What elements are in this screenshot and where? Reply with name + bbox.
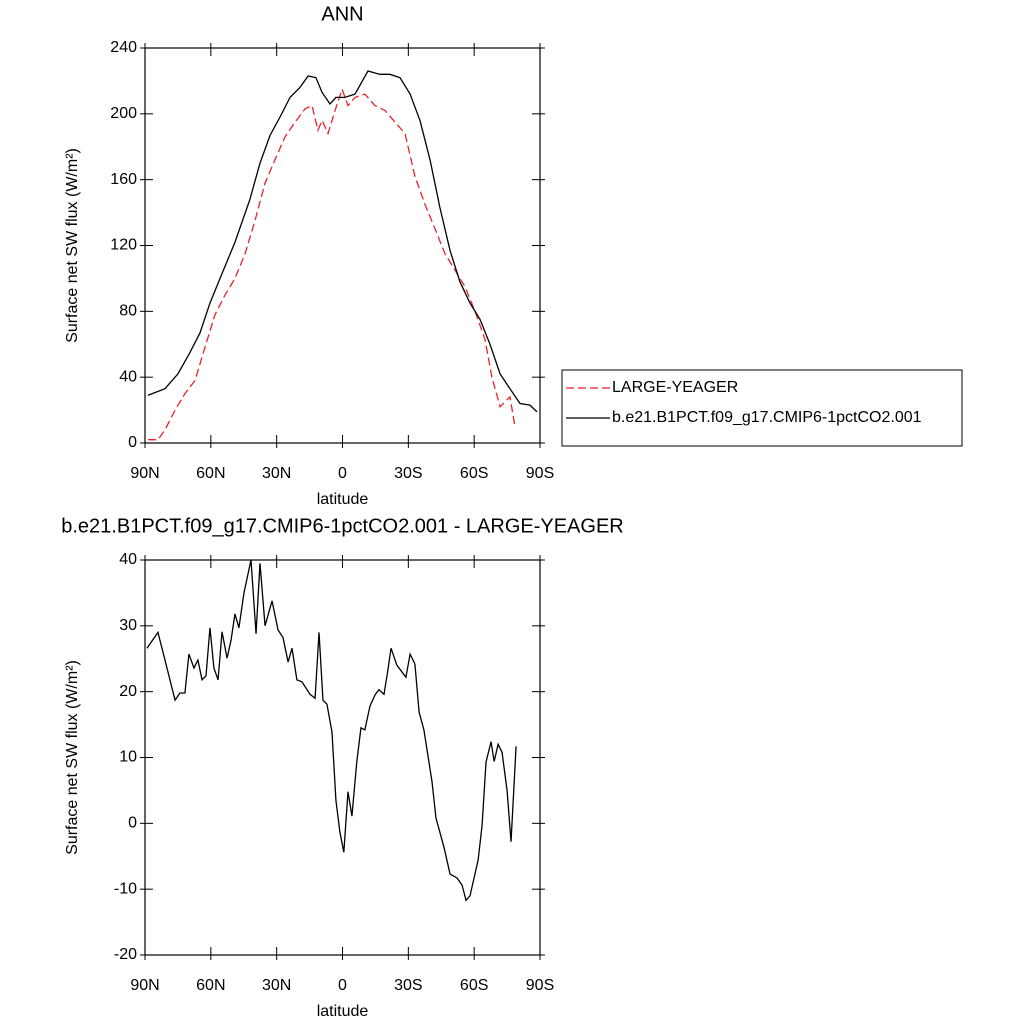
y-tick-label: 120 xyxy=(110,237,137,254)
x-tick-label: 60S xyxy=(460,977,488,994)
y-tick-label: 0 xyxy=(128,434,137,451)
data-line xyxy=(148,87,516,441)
y-axis-label: Surface net SW flux (W/m²) xyxy=(64,660,81,855)
x-tick-label: 0 xyxy=(338,465,347,482)
x-tick-label: 30N xyxy=(262,465,291,482)
y-tick-label: 40 xyxy=(119,368,137,385)
chart-title: ANN xyxy=(321,3,363,25)
plot-frame xyxy=(144,47,541,444)
y-tick-label: 20 xyxy=(119,683,137,700)
y-tick-label: 10 xyxy=(119,749,137,766)
chart-title: b.e21.B1PCT.f09_g17.CMIP6-1pctCO2.001 - … xyxy=(61,515,624,537)
y-tick-label: 30 xyxy=(119,617,137,634)
x-tick-label: 30S xyxy=(394,465,422,482)
x-tick-label: 90N xyxy=(130,465,159,482)
x-axis-label: latitude xyxy=(317,1003,369,1020)
data-line xyxy=(147,70,538,413)
legend-frame xyxy=(561,369,963,447)
x-tick-label: 90S xyxy=(526,977,554,994)
x-tick-label: 60N xyxy=(196,977,225,994)
x-tick-label: 30N xyxy=(262,977,291,994)
y-axis-label: Surface net SW flux (W/m²) xyxy=(64,148,81,343)
y-tick-label: 160 xyxy=(110,171,137,188)
data-line xyxy=(146,559,517,902)
x-tick-label: 30S xyxy=(394,977,422,994)
y-tick-label: -10 xyxy=(114,880,137,897)
y-tick-label: -20 xyxy=(114,946,137,963)
legend-label: b.e21.B1PCT.f09_g17.CMIP6-1pctCO2.001 xyxy=(612,409,922,426)
plot-frame xyxy=(144,559,541,956)
x-tick-label: 60N xyxy=(196,465,225,482)
legend-label: LARGE-YEAGER xyxy=(612,379,738,396)
y-tick-label: 0 xyxy=(128,815,137,832)
x-tick-label: 0 xyxy=(338,977,347,994)
x-tick-label: 90N xyxy=(130,977,159,994)
x-tick-label: 90S xyxy=(526,465,554,482)
y-tick-label: 40 xyxy=(119,551,137,568)
x-tick-label: 60S xyxy=(460,465,488,482)
y-tick-label: 80 xyxy=(119,303,137,320)
y-tick-label: 240 xyxy=(110,39,137,56)
y-tick-label: 200 xyxy=(110,105,137,122)
x-axis-label: latitude xyxy=(317,491,369,508)
